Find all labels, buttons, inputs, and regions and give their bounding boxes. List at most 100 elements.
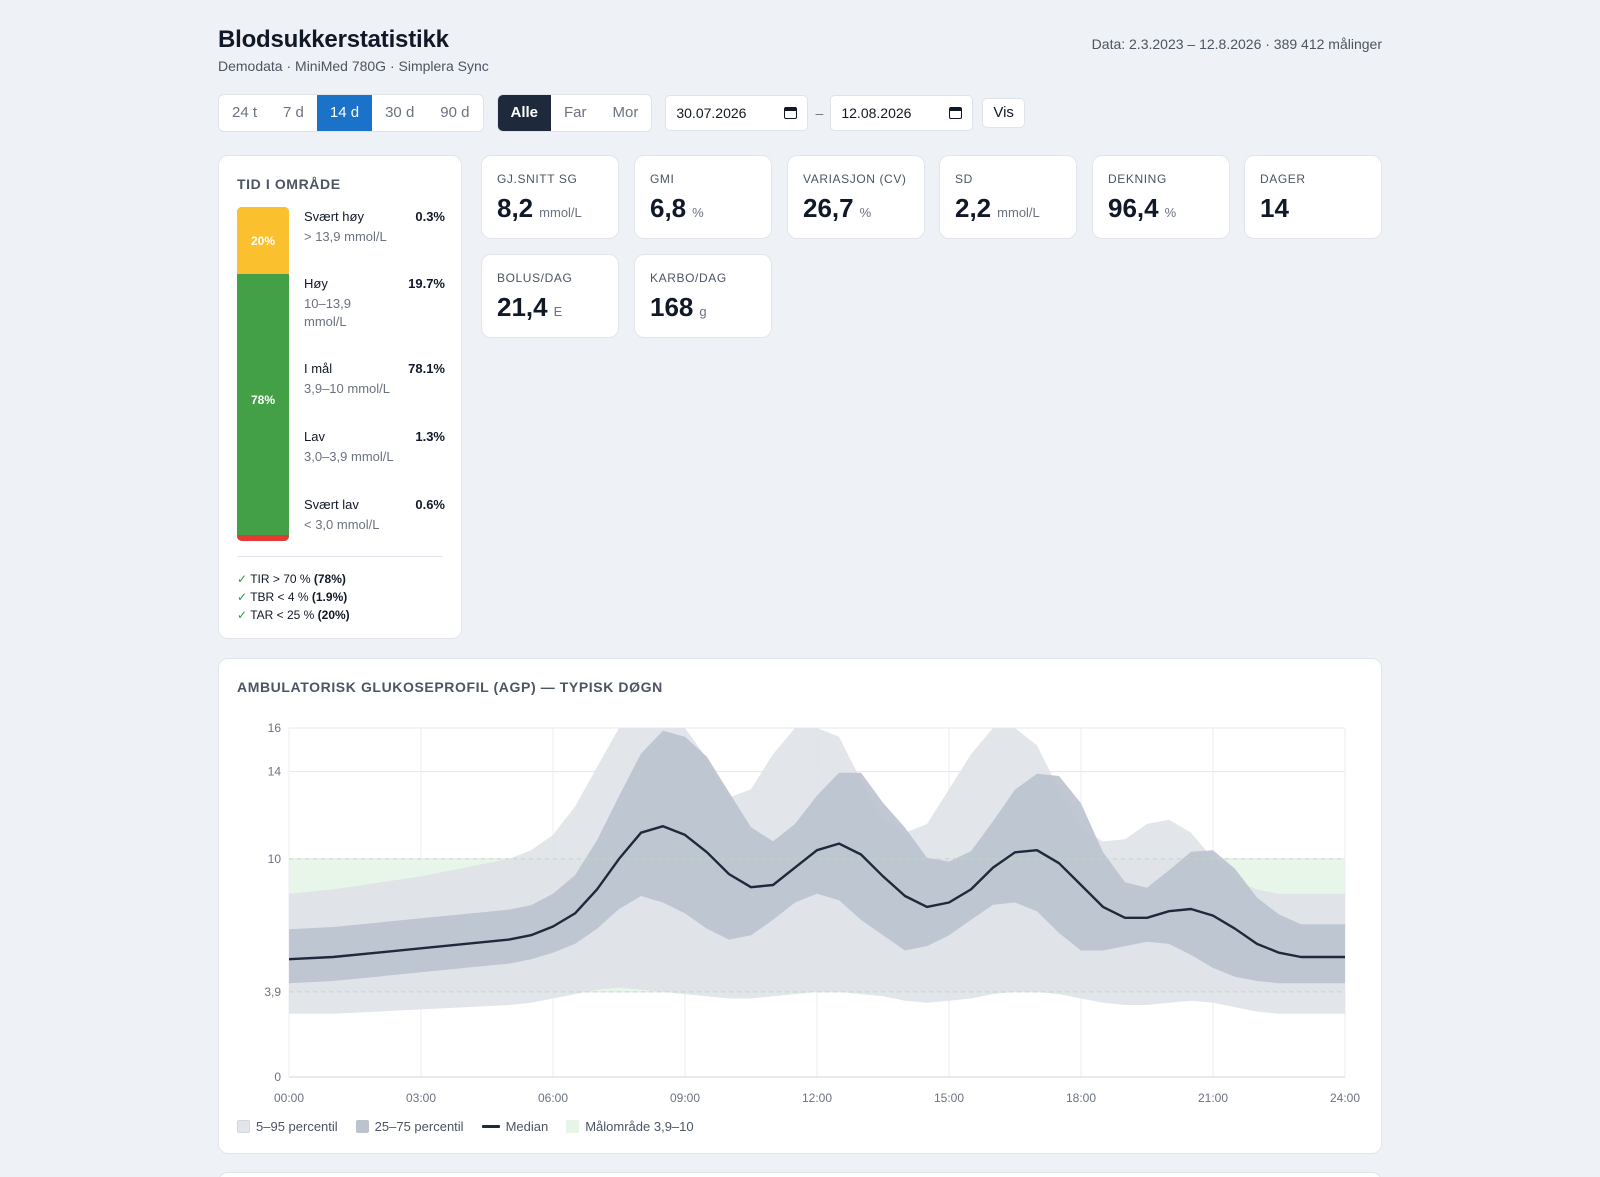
check-value: (78%) [313,572,346,586]
stat-value: 96,4% [1108,193,1176,224]
range-percent: 0.6% [415,497,445,512]
range-values: 3,0–3,9 mmol/L [304,449,394,464]
legend-label: 25–75 percentil [374,1119,464,1134]
agp-title: AMBULATORISK GLUKOSEPROFIL (AGP) — TYPIS… [237,679,663,695]
person-option[interactable]: Far [564,104,587,121]
stat-value: 8,2 mmol/L [497,193,582,224]
y-tick-label: 3,9 [264,985,281,999]
stat-card-carbs: KARBO/DAG 168 g [634,254,772,338]
tir-stacked-bar: 20% 78% [237,207,289,541]
check-icon: ✓ [237,572,248,586]
range-percent: 78.1% [408,361,445,376]
person-selector: Alle Far Mor [496,94,653,132]
period-option[interactable]: 30 d [385,104,415,121]
range-values: 10–13,9 mmol/L [304,296,351,329]
header: Blodsukkerstatistikk Demodata · MiniMed … [218,0,1382,90]
agp-chart: 0 3,9 10 14 16 00:00 03:00 06:00 09:00 12:00 15:00… [264,721,1360,1105]
stat-label: GMI [650,172,675,186]
range-values: 3,9–10 mmol/L [304,381,390,396]
stat-unit: % [692,205,704,220]
tir-range-row: Svært lav < 3,0 mmol/L 0.6% [304,497,445,534]
period-option-active[interactable]: 14 d [316,95,373,131]
stat-number: 6,8 [650,193,687,223]
agp-legend: 5–95 percentil 25–75 percentil Median Må… [237,1119,712,1134]
range-percent: 0.3% [415,209,445,224]
stat-card-sd: SD 2,2 mmol/L [939,155,1077,239]
check-value: (1.9%) [311,590,348,604]
tir-range-row: Svært høy > 13,9 mmol/L 0.3% [304,209,445,246]
date-from-input[interactable]: 30.07.2026 [665,95,809,131]
stat-number: 26,7 [803,193,854,223]
range-name: Svært høy [304,209,364,224]
legend-swatch [481,1125,500,1128]
show-button[interactable]: Vis [982,98,1025,128]
stat-unit: % [859,205,872,220]
stat-value: 168 g [650,292,707,323]
tir-bar-very-low [237,535,289,541]
stat-label: VARIASJON (CV) [803,172,907,186]
x-tick-label: 15:00 [934,1091,964,1105]
stat-value: 6,8% [650,193,704,224]
x-tick-label: 00:00 [274,1091,304,1105]
range-name: Høy [304,276,328,291]
stat-value: 26,7% [803,193,871,224]
stat-card-coverage: DEKNING 96,4% [1092,155,1230,239]
divider [237,556,443,557]
date-to-value: 12.08.2026 [841,105,912,121]
stat-card-days: DAGER 14 [1244,155,1382,239]
check-text: TIR > 70 % [250,572,311,586]
range-name: I mål [304,361,333,376]
stat-card-cv: VARIASJON (CV) 26,7% [787,155,925,239]
calendar-icon[interactable] [949,107,963,119]
person-option[interactable]: Mor [612,104,639,121]
tir-range-row: Høy 10–13,9 mmol/L 19.7% [304,276,445,331]
x-tick-label: 18:00 [1066,1091,1096,1105]
calendar-icon[interactable] [784,107,798,119]
next-card [218,1172,1382,1177]
stat-unit: % [1164,205,1177,220]
date-separator: – [815,105,824,121]
check-icon: ✓ [237,608,248,622]
stat-number: 96,4 [1108,193,1159,223]
y-tick-label: 0 [274,1070,281,1084]
stat-value: 14 [1260,193,1289,224]
stat-label: DEKNING [1108,172,1167,186]
target-check: ✓ TIR > 70 % (78%) [237,570,350,588]
date-to-input[interactable]: 12.08.2026 [830,95,974,131]
data-info: Data: 2.3.2023 – 12.8.2026 · 389 412 mål… [1091,36,1382,52]
range-name: Svært lav [304,497,359,512]
page-subtitle: Demodata · MiniMed 780G · Simplera Sync [218,58,489,74]
period-option[interactable]: 24 t [232,104,258,121]
check-text: TBR < 4 % [250,590,309,604]
legend-item: 5–95 percentil [237,1119,338,1134]
percentile-25-75-band [289,730,1345,984]
legend-label: Median [505,1119,549,1134]
legend-item: 25–75 percentil [355,1119,464,1134]
range-values: > 13,9 mmol/L [304,229,387,244]
range-percent: 1.3% [415,429,445,444]
period-option[interactable]: 90 d [440,104,470,121]
period-selector: 24 t 7 d 14 d 30 d 90 d [218,94,484,132]
tir-bar-label-in-range: 78% [250,393,276,407]
tir-range-row: Lav 3,0–3,9 mmol/L 1.3% [304,429,445,466]
legend-label: 5–95 percentil [256,1119,338,1134]
stat-value: 21,4 E [497,292,562,323]
page-title: Blodsukkerstatistikk [218,26,449,53]
person-option-active[interactable]: Alle [497,95,552,131]
tir-bar-label-high: 20% [250,234,276,248]
stat-number: 21,4 [497,292,548,322]
stat-card-bolus: BOLUS/DAG 21,4 E [481,254,619,338]
x-tick-label: 12:00 [802,1091,832,1105]
period-option[interactable]: 7 d [283,104,304,121]
agp-chart-card: AMBULATORISK GLUKOSEPROFIL (AGP) — TYPIS… [218,658,1382,1154]
toolbar: 24 t 7 d 14 d 30 d 90 d Alle Far Mor 30.… [218,94,1025,132]
stat-label: GJ.SNITT SG [497,172,578,186]
stat-number: 8,2 [497,193,534,223]
stat-card-gmi: GMI 6,8% [634,155,772,239]
stat-unit: mmol/L [539,205,582,220]
stat-unit: g [699,304,707,319]
stat-number: 168 [650,292,694,322]
target-check: ✓ TBR < 4 % (1.9%) [237,588,350,606]
x-tick-label: 06:00 [538,1091,568,1105]
x-tick-label: 21:00 [1198,1091,1228,1105]
